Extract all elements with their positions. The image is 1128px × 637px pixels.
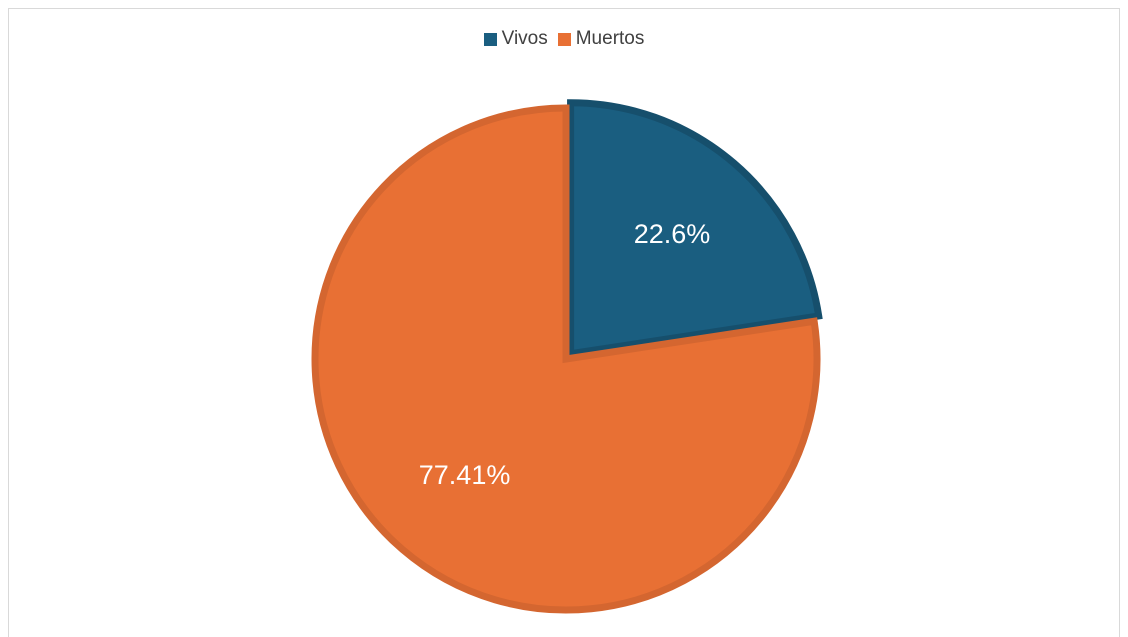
pie-slice-muertos <box>311 104 821 614</box>
legend-swatch-muertos <box>557 32 571 46</box>
pie-slice-vivos <box>567 99 823 358</box>
legend-item-muertos: Muertos <box>557 28 645 50</box>
data-label-muertos: 77.41% <box>419 460 511 490</box>
legend-label-muertos: Muertos <box>575 28 645 49</box>
legend-item-vivos: Vivos <box>483 28 548 50</box>
legend-label-vivos: Vivos <box>501 28 548 49</box>
chart-legend: Vivos Muertos <box>0 28 1128 50</box>
legend-swatch-vivos <box>483 32 497 46</box>
data-label-vivos: 22.6% <box>634 219 711 249</box>
